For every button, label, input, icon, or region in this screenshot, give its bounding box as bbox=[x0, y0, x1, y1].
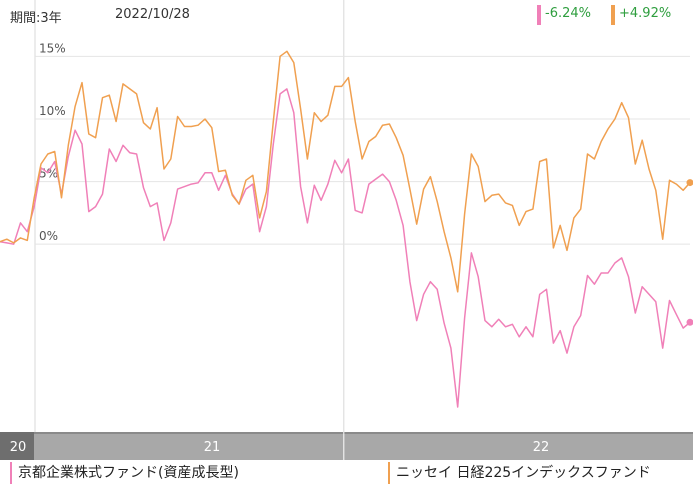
legend-item-kyoto[interactable]: 京都企業株式ファンド(資産成長型) bbox=[10, 462, 239, 484]
series-lines bbox=[0, 50, 693, 408]
change-nissay: +4.92% bbox=[611, 5, 672, 25]
change-kyoto: -6.24% bbox=[537, 5, 591, 25]
period-label: 期間:3年 bbox=[10, 11, 62, 26]
legend-item-nissay[interactable]: ニッセイ 日経225インデックスファンド bbox=[388, 462, 651, 484]
grid bbox=[34, 0, 690, 432]
x-tick-label: 21 bbox=[204, 440, 221, 455]
x-axis-bar: 20 21 22 bbox=[0, 432, 693, 460]
x-tick-label: 22 bbox=[533, 440, 550, 455]
x-tick-label: 20 bbox=[10, 440, 27, 455]
legend-label-nissay: ニッセイ 日経225インデックスファンド bbox=[396, 465, 651, 481]
y-axis-ticks: 15%10%5%0% bbox=[39, 41, 66, 243]
change-kyoto-swatch bbox=[537, 5, 541, 25]
change-kyoto-value: -6.24% bbox=[545, 6, 591, 21]
y-tick-label: 0% bbox=[39, 229, 58, 243]
legend-swatch-kyoto bbox=[10, 462, 12, 484]
line-chart: 15%10%5%0% 20 21 22 bbox=[0, 0, 693, 460]
series-line-0 bbox=[0, 88, 691, 408]
y-tick-label: 15% bbox=[39, 41, 66, 55]
change-nissay-swatch bbox=[611, 5, 615, 25]
change-nissay-value: +4.92% bbox=[619, 6, 672, 21]
series-end-marker-1 bbox=[686, 179, 693, 187]
series-end-marker-0 bbox=[686, 318, 693, 326]
legend-label-kyoto: 京都企業株式ファンド(資産成長型) bbox=[18, 465, 239, 481]
y-tick-label: 10% bbox=[39, 104, 66, 118]
x-axis-band bbox=[0, 432, 693, 460]
legend-swatch-nissay bbox=[388, 462, 390, 484]
series-line-1 bbox=[0, 50, 691, 293]
x-axis-band-edge bbox=[0, 432, 693, 434]
date-label: 2022/10/28 bbox=[115, 7, 190, 22]
x-axis-segment-first bbox=[0, 432, 34, 460]
